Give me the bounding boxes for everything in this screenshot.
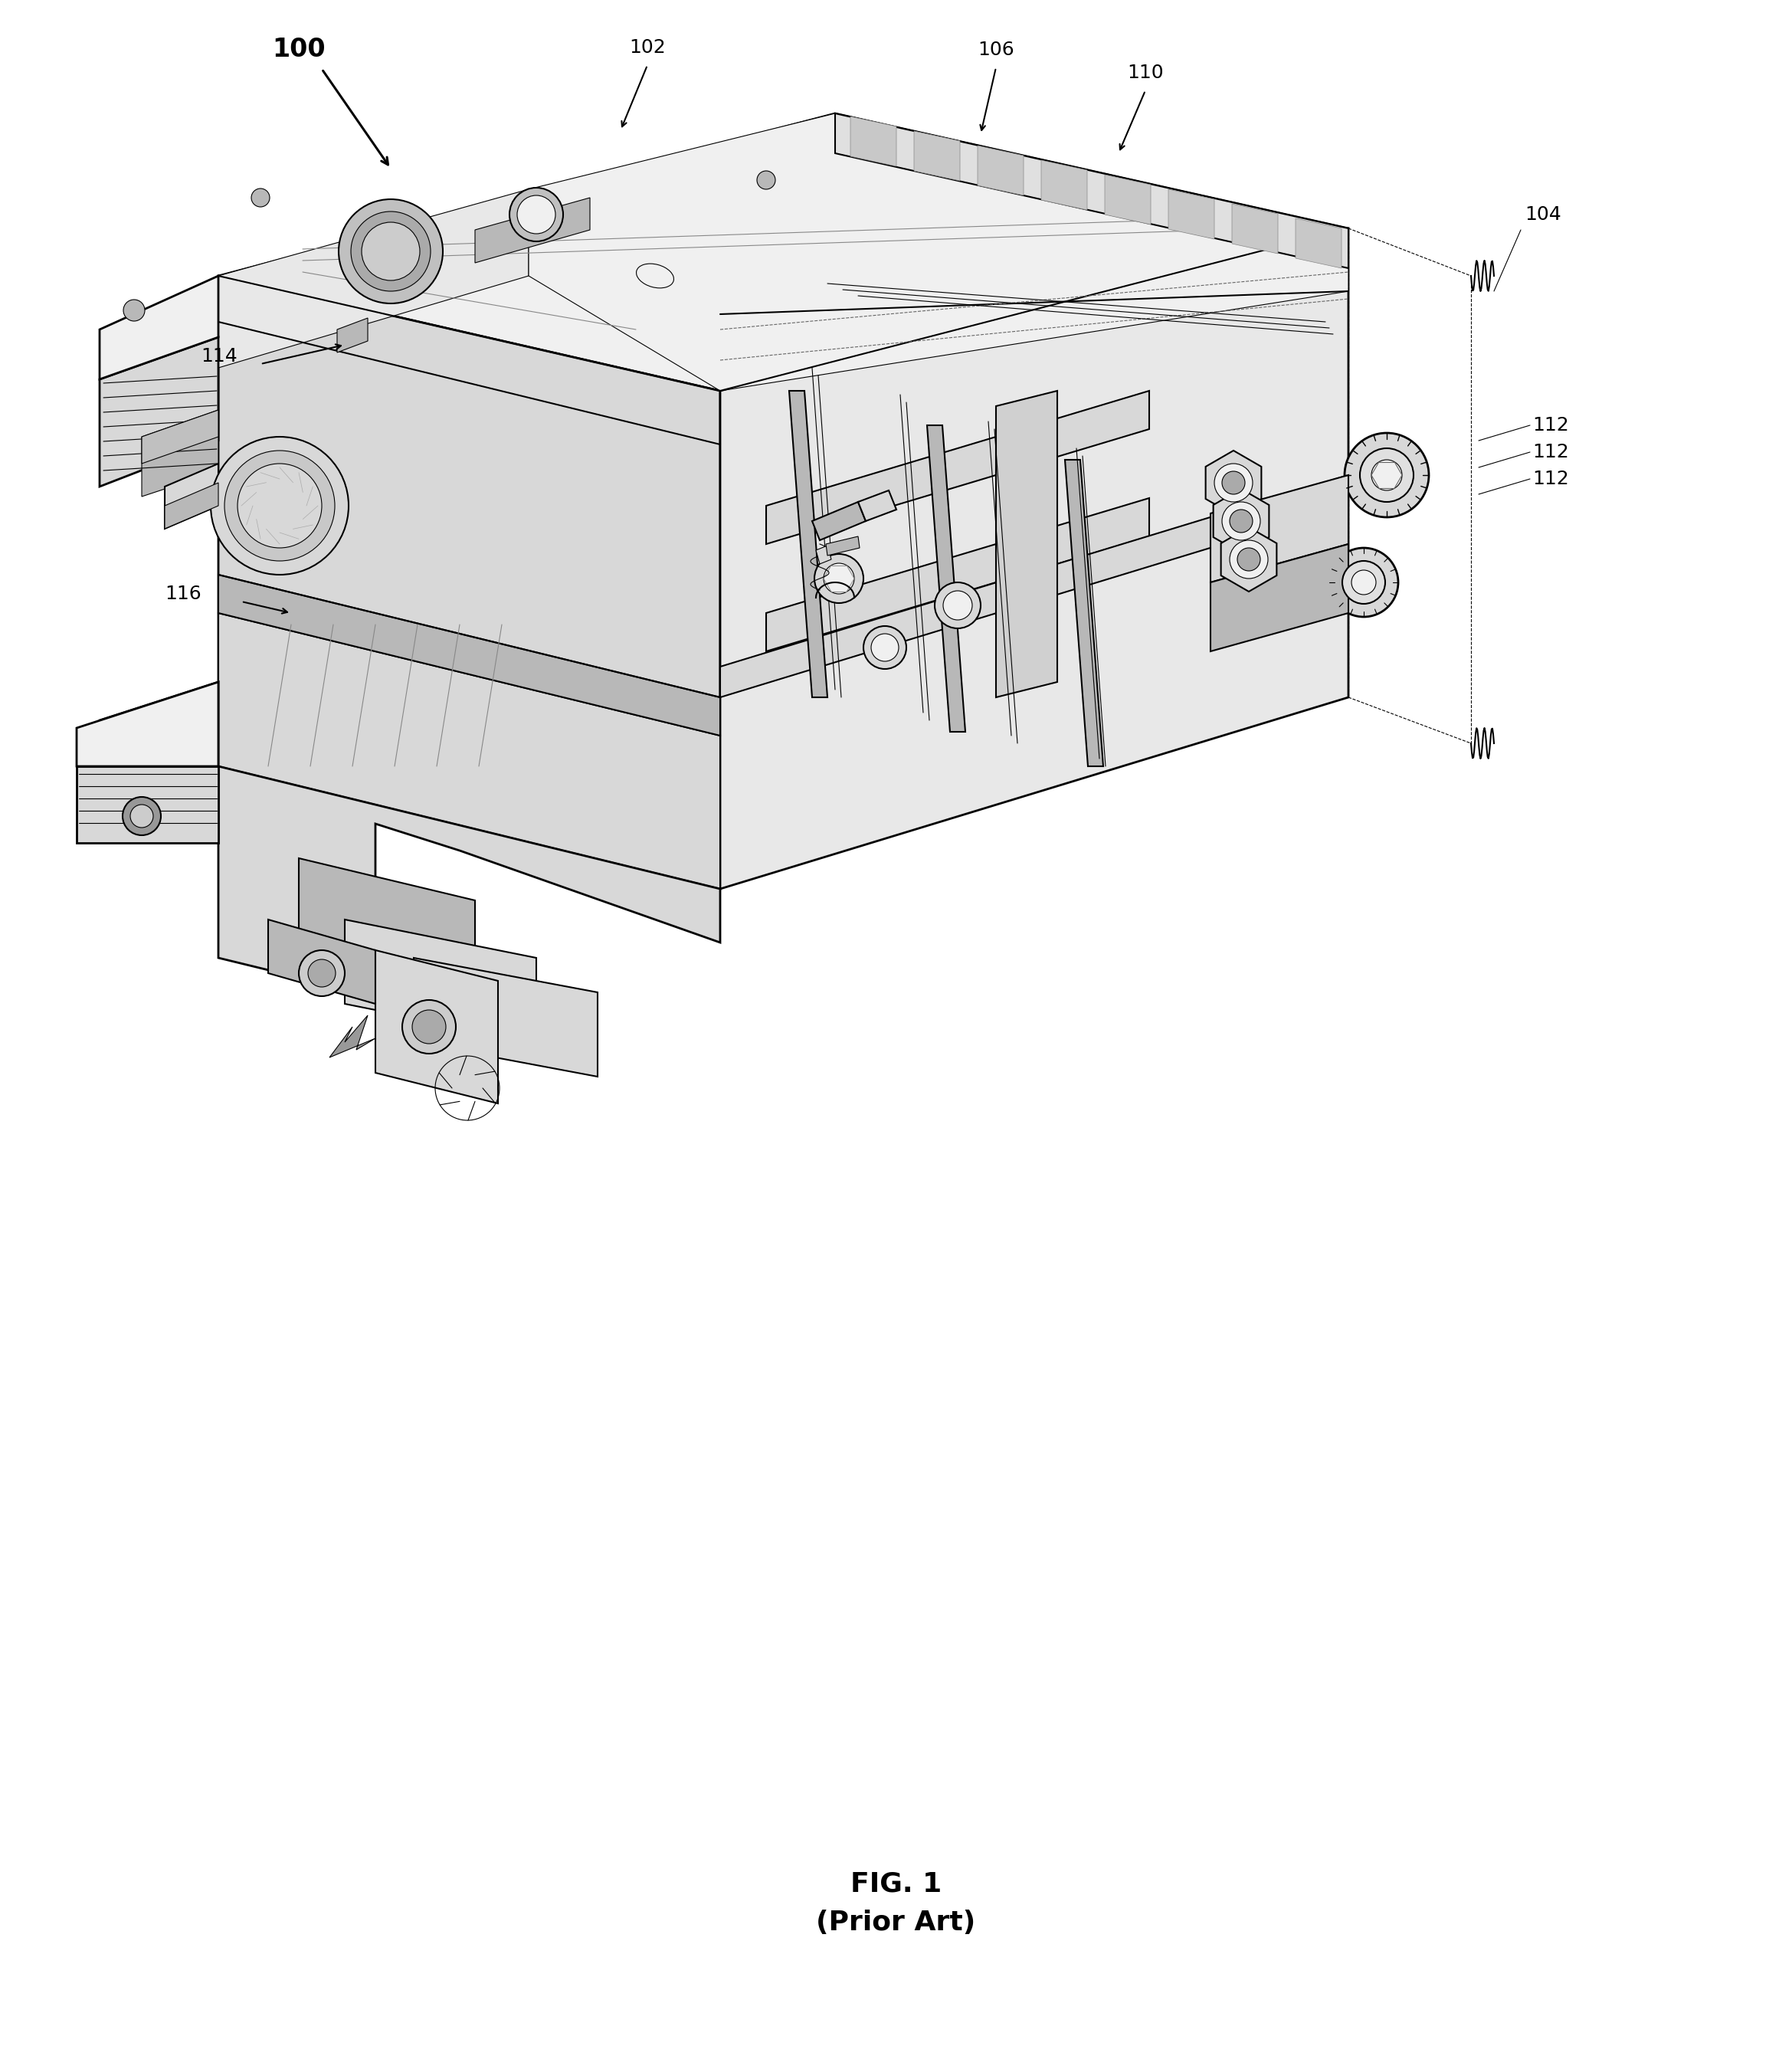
Circle shape (1371, 459, 1401, 490)
Text: 100: 100 (272, 37, 326, 62)
Polygon shape (219, 276, 720, 889)
Text: (Prior Art): (Prior Art) (815, 1909, 977, 1935)
Circle shape (756, 171, 776, 189)
Polygon shape (996, 391, 1057, 698)
Polygon shape (1106, 175, 1150, 224)
Polygon shape (1213, 488, 1269, 554)
Polygon shape (100, 276, 219, 379)
Polygon shape (851, 117, 896, 167)
Circle shape (124, 301, 145, 321)
Polygon shape (299, 859, 475, 978)
Circle shape (412, 1011, 446, 1044)
Circle shape (509, 187, 563, 241)
Circle shape (308, 959, 335, 986)
Polygon shape (1206, 451, 1262, 515)
Circle shape (935, 583, 980, 628)
Circle shape (871, 634, 898, 661)
Polygon shape (788, 391, 828, 698)
Circle shape (351, 212, 430, 290)
Text: 114: 114 (201, 348, 238, 367)
Circle shape (824, 564, 855, 593)
Circle shape (1222, 502, 1260, 539)
Circle shape (518, 196, 556, 235)
Text: 110: 110 (1127, 64, 1163, 82)
Circle shape (1342, 560, 1385, 603)
Circle shape (238, 463, 323, 548)
Polygon shape (720, 476, 1348, 698)
Polygon shape (344, 920, 536, 1042)
Text: 104: 104 (1525, 206, 1561, 224)
Polygon shape (414, 957, 597, 1077)
Polygon shape (978, 146, 1023, 196)
Polygon shape (77, 682, 219, 766)
Polygon shape (926, 426, 966, 731)
Polygon shape (77, 766, 219, 842)
Polygon shape (142, 410, 219, 496)
Circle shape (1360, 449, 1414, 502)
Circle shape (1330, 548, 1398, 618)
Polygon shape (269, 920, 375, 1005)
Circle shape (1229, 539, 1269, 579)
Polygon shape (815, 546, 831, 564)
Polygon shape (219, 113, 1348, 391)
Polygon shape (720, 229, 1348, 889)
Polygon shape (914, 132, 961, 181)
Polygon shape (165, 463, 219, 529)
Circle shape (224, 451, 335, 560)
Polygon shape (1168, 189, 1215, 239)
Polygon shape (1220, 527, 1276, 591)
Polygon shape (1041, 161, 1088, 210)
Text: 112: 112 (1532, 469, 1568, 488)
Circle shape (1215, 463, 1253, 502)
Polygon shape (219, 574, 720, 735)
Text: 112: 112 (1532, 416, 1568, 434)
Circle shape (299, 949, 344, 997)
Polygon shape (1064, 459, 1104, 766)
Text: 112: 112 (1532, 443, 1568, 461)
Circle shape (339, 200, 443, 303)
Circle shape (362, 222, 419, 280)
Circle shape (1351, 570, 1376, 595)
Polygon shape (1296, 218, 1342, 268)
Polygon shape (475, 198, 590, 264)
Circle shape (1222, 472, 1245, 494)
Polygon shape (375, 949, 498, 1104)
Polygon shape (529, 113, 1348, 391)
Circle shape (251, 189, 269, 206)
Polygon shape (142, 410, 219, 463)
Circle shape (1236, 548, 1260, 570)
Circle shape (1229, 509, 1253, 533)
Circle shape (864, 626, 907, 669)
Text: 102: 102 (629, 39, 665, 58)
Polygon shape (1211, 476, 1348, 583)
Polygon shape (100, 682, 219, 805)
Polygon shape (858, 490, 896, 521)
Polygon shape (219, 189, 529, 369)
Polygon shape (337, 317, 367, 352)
Circle shape (814, 554, 864, 603)
Polygon shape (1211, 544, 1348, 651)
Polygon shape (219, 614, 720, 889)
Circle shape (131, 805, 154, 828)
Polygon shape (1231, 204, 1278, 253)
Polygon shape (812, 502, 866, 539)
Circle shape (211, 437, 349, 574)
Circle shape (1344, 432, 1428, 517)
Circle shape (122, 797, 161, 836)
Circle shape (401, 1001, 455, 1054)
Polygon shape (219, 766, 720, 997)
Polygon shape (835, 113, 1348, 268)
Polygon shape (330, 1015, 375, 1058)
Text: 106: 106 (978, 41, 1014, 60)
Polygon shape (100, 338, 219, 486)
Text: FIG. 1: FIG. 1 (851, 1872, 941, 1896)
Polygon shape (767, 498, 1149, 651)
Polygon shape (826, 537, 860, 556)
Circle shape (943, 591, 973, 620)
Polygon shape (165, 482, 219, 529)
Text: 116: 116 (165, 585, 201, 603)
Polygon shape (767, 391, 1149, 544)
